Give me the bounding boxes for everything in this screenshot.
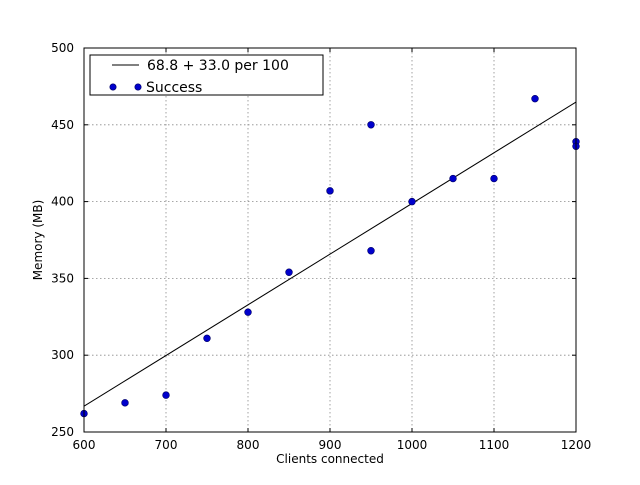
x-tick-label: 1200 bbox=[561, 438, 592, 452]
points-layer bbox=[80, 94, 580, 418]
y-axis-label: Memory (MB) bbox=[31, 200, 45, 281]
fit-line bbox=[83, 101, 577, 407]
grid bbox=[83, 47, 577, 433]
data-point bbox=[367, 247, 375, 255]
data-point bbox=[285, 268, 293, 276]
x-tick-label: 700 bbox=[155, 438, 178, 452]
y-tick-label: 350 bbox=[51, 271, 74, 285]
ticks-layer: 600 700 800 900 1000 1100 1200 250 300 350 400 450 5… bbox=[51, 41, 591, 452]
legend-marker bbox=[109, 83, 117, 91]
legend-success-label: Success bbox=[146, 80, 202, 96]
legend-marker bbox=[134, 83, 142, 91]
x-tick-label: 1100 bbox=[479, 438, 510, 452]
data-point bbox=[121, 399, 129, 407]
y-tick-label: 250 bbox=[51, 425, 74, 439]
y-tick-label: 300 bbox=[51, 348, 74, 362]
data-point bbox=[490, 174, 498, 183]
data-point bbox=[162, 391, 170, 399]
data-point bbox=[326, 187, 334, 195]
x-tick-label: 900 bbox=[319, 438, 342, 452]
y-tick-label: 400 bbox=[51, 195, 74, 209]
y-tick-label: 500 bbox=[51, 41, 74, 55]
data-point bbox=[408, 197, 416, 206]
data-point bbox=[203, 334, 211, 343]
data-point bbox=[367, 121, 375, 129]
legend-box bbox=[89, 54, 324, 96]
x-axis-label: Clients connected bbox=[276, 452, 384, 466]
data-point bbox=[449, 174, 457, 183]
data-point bbox=[531, 94, 539, 103]
legend-fit-label: 68.8 + 33.0 per 100 bbox=[147, 58, 289, 74]
x-tick-label: 1000 bbox=[397, 438, 428, 452]
x-tick-label: 800 bbox=[237, 438, 260, 452]
legend: 68.8 + 33.0 per 100 Success bbox=[89, 54, 324, 96]
fit-line-layer bbox=[83, 101, 577, 407]
y-tick-label: 450 bbox=[51, 118, 74, 132]
data-point bbox=[244, 308, 252, 316]
x-tick-label: 600 bbox=[73, 438, 96, 452]
